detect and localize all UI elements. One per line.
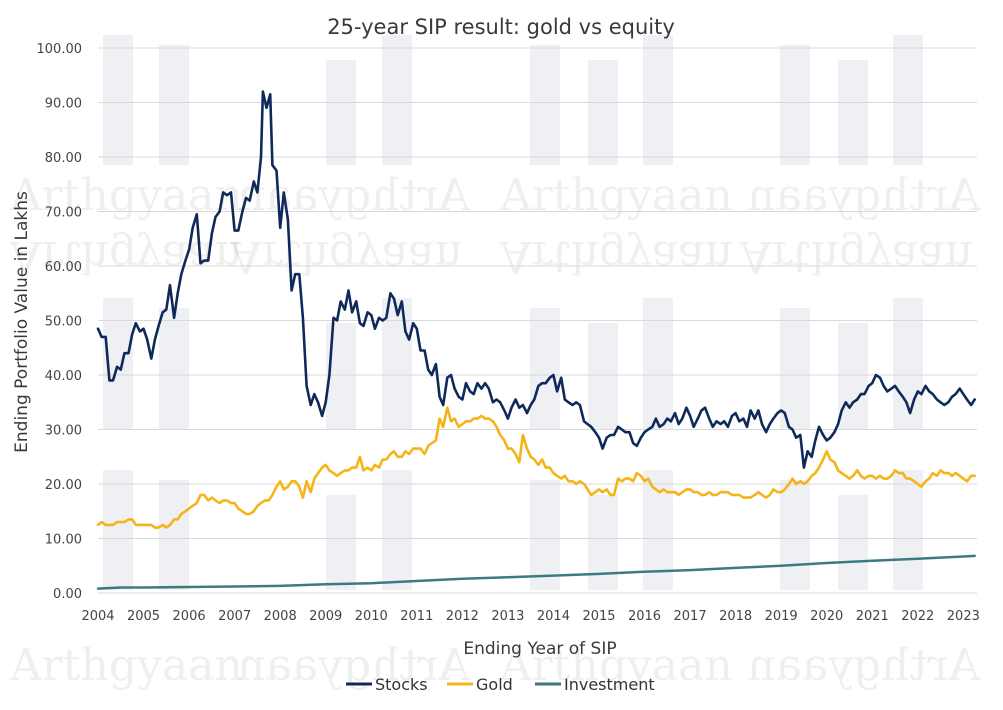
watermark-text: Arthgyaan bbox=[739, 231, 973, 282]
x-tick-label: 2008 bbox=[264, 609, 297, 624]
x-tick-label: 2019 bbox=[765, 609, 798, 624]
x-tick-label: 2006 bbox=[173, 609, 206, 624]
y-tick-label: 100.00 bbox=[37, 42, 83, 57]
watermark-text: Arthgyaan bbox=[229, 231, 463, 282]
legend-item-gold: Gold bbox=[447, 675, 513, 694]
background-band bbox=[643, 298, 673, 430]
watermark-text: Arthgyaan bbox=[747, 170, 981, 221]
y-tick-label: 0.00 bbox=[53, 587, 82, 602]
watermark-text: Arthgyaan bbox=[747, 640, 981, 691]
x-tick-label: 2022 bbox=[901, 609, 934, 624]
y-tick-label: 60.00 bbox=[45, 260, 82, 275]
background-band bbox=[780, 308, 810, 430]
x-tick-label: 2020 bbox=[810, 609, 843, 624]
background-band bbox=[893, 470, 923, 590]
legend-label-investment: Investment bbox=[564, 675, 655, 694]
y-tick-label: 80.00 bbox=[45, 151, 82, 166]
background-bands bbox=[103, 35, 923, 590]
x-tick-label: 2007 bbox=[218, 609, 251, 624]
y-tick-label: 40.00 bbox=[45, 369, 82, 384]
background-band bbox=[643, 35, 673, 165]
background-band bbox=[530, 480, 560, 590]
watermark-text: Arthgyaan bbox=[237, 170, 471, 221]
legend-label-stocks: Stocks bbox=[375, 675, 428, 694]
background-band bbox=[588, 495, 618, 590]
x-tick-label: 2004 bbox=[81, 609, 114, 624]
y-tick-label: 30.00 bbox=[45, 424, 82, 439]
y-axis-title: Ending Portfolio Value in Lakhs bbox=[12, 191, 32, 453]
background-band bbox=[103, 470, 133, 590]
background-band bbox=[893, 35, 923, 165]
y-tick-label: 10.00 bbox=[45, 533, 82, 548]
background-band bbox=[326, 495, 356, 590]
background-band bbox=[530, 308, 560, 430]
y-tick-label: 90.00 bbox=[45, 97, 82, 112]
background-band bbox=[838, 60, 868, 165]
x-tick-label: 2010 bbox=[355, 609, 388, 624]
x-tick-label: 2013 bbox=[491, 609, 524, 624]
background-band bbox=[588, 323, 618, 430]
gridlines bbox=[98, 47, 977, 594]
background-band bbox=[838, 323, 868, 430]
background-band bbox=[103, 35, 133, 165]
x-tick-label: 2012 bbox=[446, 609, 479, 624]
y-tick-label: 20.00 bbox=[45, 478, 82, 493]
series-line-gold bbox=[96, 406, 976, 529]
background-band bbox=[159, 45, 189, 165]
background-band bbox=[530, 45, 560, 165]
x-axis-title: Ending Year of SIP bbox=[463, 639, 616, 659]
x-tick-label: 2016 bbox=[628, 609, 661, 624]
background-band bbox=[780, 480, 810, 590]
x-tick-label: 2017 bbox=[674, 609, 707, 624]
x-tick-label: 2009 bbox=[309, 609, 342, 624]
series-lines bbox=[96, 90, 976, 590]
watermark-layer: Arthgyaan Arthgyaan ArthgyaanArthgyaanArth… bbox=[9, 170, 981, 691]
series-line-investment bbox=[96, 554, 976, 590]
background-band bbox=[326, 60, 356, 165]
legend-label-gold: Gold bbox=[476, 675, 513, 694]
legend-item-investment: Investment bbox=[535, 675, 655, 694]
x-tick-label: 2015 bbox=[582, 609, 615, 624]
background-band bbox=[159, 308, 189, 430]
x-tick-label: 2021 bbox=[856, 609, 889, 624]
x-tick-label: 2018 bbox=[719, 609, 752, 624]
x-tick-label: 2005 bbox=[127, 609, 160, 624]
x-tick-label: 2023 bbox=[947, 609, 980, 624]
background-band bbox=[780, 45, 810, 165]
x-tick-label: 2014 bbox=[537, 609, 570, 624]
x-tick-label: 2011 bbox=[400, 609, 433, 624]
watermark-text: Arthgyaan bbox=[499, 231, 733, 282]
y-tick-label: 50.00 bbox=[45, 315, 82, 330]
y-tick-label: 70.00 bbox=[45, 206, 82, 221]
chart-title: 25-year SIP result: gold vs equity bbox=[327, 15, 675, 39]
background-band bbox=[588, 60, 618, 165]
legend-item-stocks: Stocks bbox=[346, 675, 428, 694]
watermark-text: Arthgyaan bbox=[9, 640, 243, 691]
watermark-text: Arthgyaan bbox=[9, 231, 243, 282]
y-axis-tick-labels: 0.00 10.00 20.00 30.00 40.00 50.00 60.00 70.00 8… bbox=[37, 42, 83, 602]
background-band bbox=[838, 495, 868, 590]
background-band bbox=[159, 480, 189, 590]
background-band bbox=[382, 35, 412, 165]
watermark-text: Arthgyaan bbox=[9, 170, 243, 221]
watermark-text: Arthgyaan bbox=[499, 170, 733, 221]
background-band bbox=[382, 470, 412, 590]
series-line-stocks bbox=[96, 90, 976, 469]
legend: Stocks Gold Investment bbox=[346, 675, 655, 694]
x-axis-tick-labels: 2004 2005 2006 2007 2008 2009 2010 2011 2012 2013… bbox=[81, 609, 979, 624]
